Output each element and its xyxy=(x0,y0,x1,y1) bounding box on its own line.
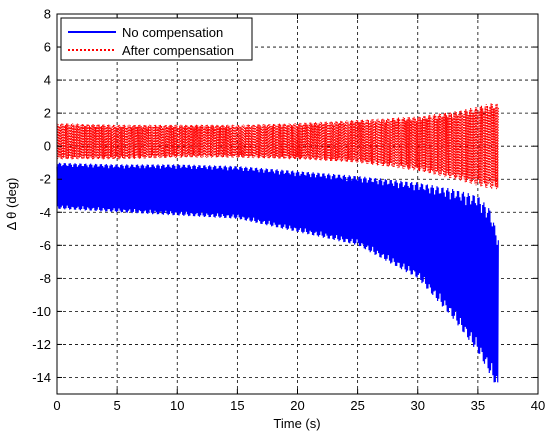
legend: No compensation After compensation xyxy=(60,17,253,61)
series-line-no-compensation xyxy=(56,162,499,383)
x-tick-label: 0 xyxy=(53,398,60,413)
series-line-after-compensation xyxy=(56,103,499,190)
y-tick-label: 8 xyxy=(44,7,51,22)
legend-box xyxy=(60,17,253,61)
y-tick-label: 4 xyxy=(44,73,51,88)
y-tick-label: 2 xyxy=(44,106,51,121)
x-axis-title: Time (s) xyxy=(273,416,320,431)
series-layer xyxy=(56,103,499,383)
y-axis-title: Δ θ (deg) xyxy=(4,178,19,231)
x-tick-label: 40 xyxy=(531,398,545,413)
x-tick-label: 15 xyxy=(230,398,244,413)
y-tick-label: -10 xyxy=(32,304,51,319)
x-tick-label: 35 xyxy=(471,398,485,413)
y-tick-label: -14 xyxy=(32,370,51,385)
x-tick-label: 25 xyxy=(350,398,364,413)
x-tick-label: 20 xyxy=(290,398,304,413)
x-tick-label: 5 xyxy=(114,398,121,413)
y-tick-label: 0 xyxy=(44,139,51,154)
x-tick-label: 30 xyxy=(411,398,425,413)
y-tick-label: 6 xyxy=(44,40,51,55)
x-tick-label: 10 xyxy=(170,398,184,413)
legend-label-after-compensation: After compensation xyxy=(122,43,234,58)
y-tick-label: -6 xyxy=(39,238,51,253)
y-tick-label: -2 xyxy=(39,172,51,187)
y-tick-label: -8 xyxy=(39,271,51,286)
ticks: 0 5 10 15 20 25 30 35 40 -14 -12 -10 -8 -6 -4 -2 0 2 4 6 8 xyxy=(32,7,545,414)
y-tick-label: -12 xyxy=(32,337,51,352)
y-tick-label: -4 xyxy=(39,205,51,220)
legend-label-no-compensation: No compensation xyxy=(122,25,223,40)
